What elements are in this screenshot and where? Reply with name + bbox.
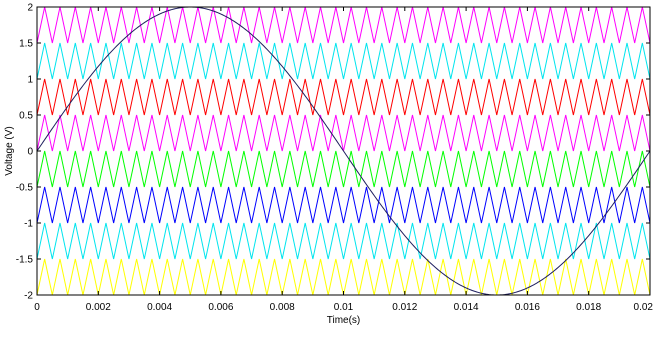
x-tick-label: 0 (34, 302, 40, 313)
carrier-wave-6 (36, 186, 651, 224)
carrier-wave-8 (36, 258, 651, 296)
y-tick-label: -0.5 (16, 183, 34, 194)
x-tick-label: 0.002 (86, 302, 111, 313)
x-tick-label: 0.008 (270, 302, 295, 313)
reference-sine-line (36, 6, 651, 296)
carrier-wave-7 (36, 222, 651, 260)
x-tick-label: 0.012 (392, 302, 417, 313)
y-tick-label: 1.5 (19, 39, 33, 50)
y-tick-label: 0 (27, 147, 33, 158)
carrier-wave-3 (36, 78, 651, 116)
carrier-wave-5 (36, 150, 651, 188)
y-tick-label: 1 (27, 75, 33, 86)
y-tick-label: -1 (24, 219, 33, 230)
x-tick-label: 0.006 (208, 302, 233, 313)
y-tick-label: 0.5 (19, 111, 33, 122)
x-tick-label: 0.016 (515, 302, 540, 313)
x-tick-label: 0.02 (634, 302, 654, 313)
x-axis-label: Time(s) (327, 315, 361, 326)
carrier-waves (36, 6, 651, 296)
x-tick-label: 0.014 (454, 302, 479, 313)
x-tick-label: 0.01 (334, 302, 354, 313)
y-tick-label: 2 (27, 3, 33, 14)
y-tick-label: -2 (24, 291, 33, 302)
x-axis-ticks: 0 0.002 0.004 0.006 0.008 0.01 0.012 0.014 0.016… (34, 7, 653, 313)
x-tick-label: 0.004 (147, 302, 172, 313)
y-tick-label: -1.5 (16, 255, 34, 266)
carrier-wave-2 (36, 42, 651, 80)
carrier-wave-1 (36, 6, 651, 44)
x-tick-label: 0.018 (576, 302, 601, 313)
carrier-wave-4 (36, 114, 651, 152)
y-axis-label: Voltage (V) (4, 126, 15, 175)
y-axis-ticks: 2 1.5 1 0.5 0 -0.5 -1 -1.5 -2 (16, 3, 650, 302)
